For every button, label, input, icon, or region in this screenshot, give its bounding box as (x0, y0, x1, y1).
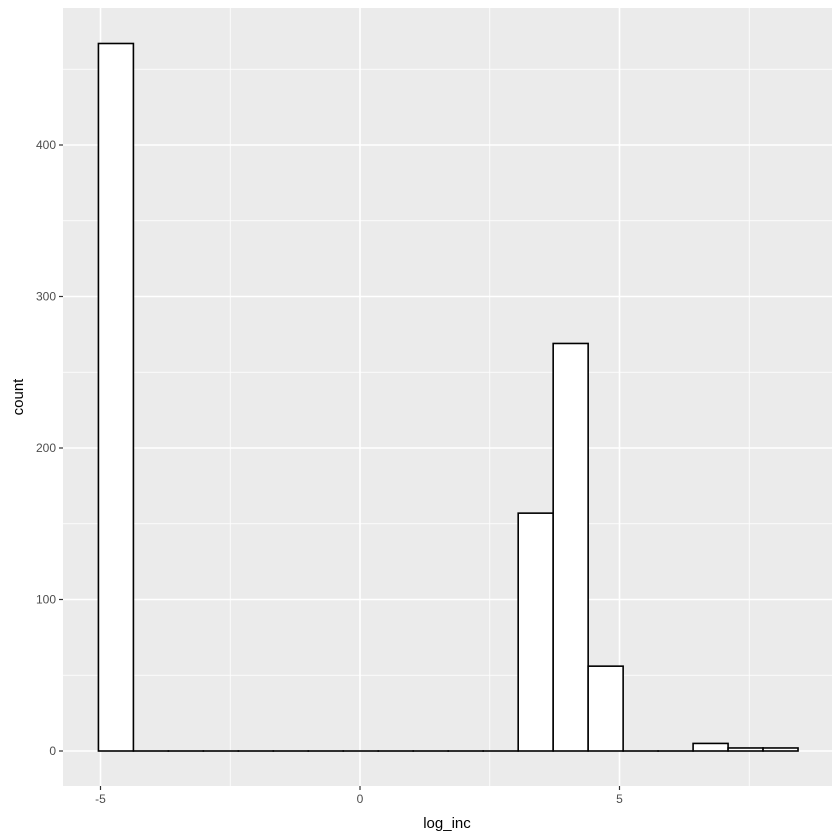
minor-gridlines (63, 8, 832, 786)
y-axis: 0 100 200 300 400 (36, 138, 63, 758)
histogram-bar (692, 742, 729, 752)
y-tick-label: 400 (36, 138, 56, 152)
histogram-bar (517, 512, 554, 752)
x-tick-label: 0 (357, 792, 364, 806)
histogram-bar (587, 665, 624, 752)
histogram-bar (552, 342, 589, 752)
x-tick-label: -5 (95, 792, 106, 806)
y-tick-label: 100 (36, 593, 56, 607)
y-axis-title: count (10, 378, 27, 416)
plot-panel (63, 8, 832, 786)
x-tick-label: 5 (616, 792, 623, 806)
histogram-bars (97, 42, 799, 752)
y-tick-label: 200 (36, 441, 56, 455)
y-tick-label: 0 (49, 744, 56, 758)
histogram-bar (97, 42, 135, 752)
x-axis-title: log_inc (423, 815, 471, 832)
histogram-bar (727, 747, 764, 752)
x-axis: -5 0 5 (95, 786, 623, 806)
histogram-bar (762, 747, 799, 752)
y-tick-label: 300 (36, 290, 56, 304)
